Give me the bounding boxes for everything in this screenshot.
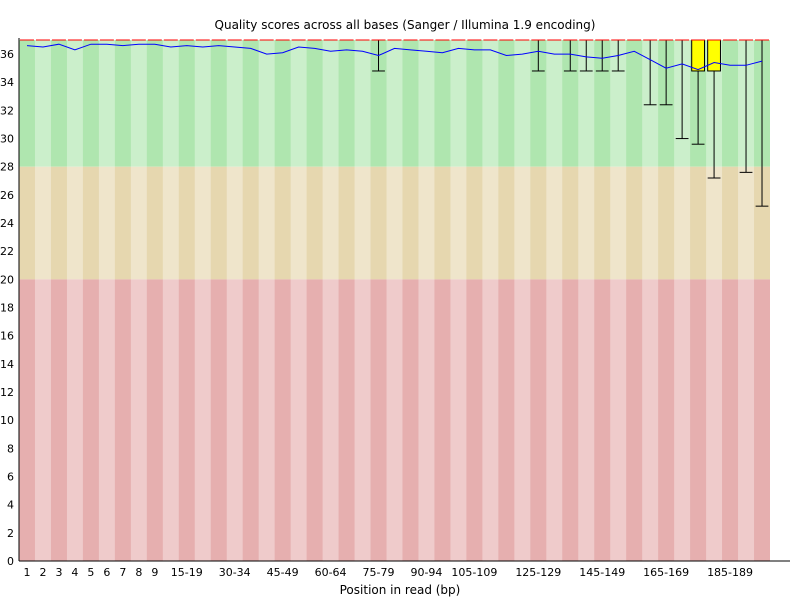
x-tick-label: 60-64 <box>315 566 347 579</box>
x-tick-label: 7 <box>119 566 126 579</box>
column-stripe <box>66 40 83 561</box>
iqr-box <box>691 39 705 72</box>
iqr-box <box>707 39 721 72</box>
y-tick-label: 10 <box>0 414 14 427</box>
y-tick-label: 0 <box>7 555 14 568</box>
column-stripe <box>674 40 691 561</box>
column-stripes <box>34 40 755 561</box>
y-tick-label: 18 <box>0 302 14 315</box>
x-tick-label: 1 <box>23 566 30 579</box>
column-stripe <box>290 40 307 561</box>
column-stripe <box>258 40 275 561</box>
column-stripe <box>34 40 51 561</box>
x-tick-label: 5 <box>87 566 94 579</box>
x-tick-label: 45-49 <box>267 566 299 579</box>
column-stripe <box>738 40 755 561</box>
y-tick-label: 34 <box>0 76 14 89</box>
column-stripe <box>354 40 371 561</box>
x-tick-label: 9 <box>151 566 158 579</box>
chart-title: Quality scores across all bases (Sanger … <box>215 18 596 32</box>
mean-line <box>26 43 763 71</box>
x-tick-label: 30-34 <box>219 566 251 579</box>
column-stripe <box>130 40 147 561</box>
y-tick-label: 2 <box>7 527 14 540</box>
quality-band-2 <box>19 279 770 561</box>
x-tick-label: 4 <box>71 566 78 579</box>
y-tick-label: 26 <box>0 189 14 202</box>
x-tick-label: 145-149 <box>579 566 625 579</box>
quality-bands <box>19 40 770 561</box>
column-stripe <box>322 40 339 561</box>
column-stripe <box>514 40 531 561</box>
column-stripe <box>226 40 243 561</box>
y-tick-label: 30 <box>0 133 14 146</box>
x-tick-label: 6 <box>103 566 110 579</box>
y-tick-label: 24 <box>0 217 14 230</box>
x-tick-label: 15-19 <box>171 566 203 579</box>
x-tick-label: 105-109 <box>451 566 497 579</box>
y-tick-label: 32 <box>0 104 14 117</box>
x-tick-label: 165-169 <box>643 566 689 579</box>
y-tick-label: 16 <box>0 330 14 343</box>
column-stripe <box>450 40 467 561</box>
column-stripe <box>546 40 563 561</box>
x-tick-label: 3 <box>55 566 62 579</box>
column-stripe <box>706 40 723 561</box>
y-tick-label: 12 <box>0 386 14 399</box>
column-stripe <box>578 40 595 561</box>
x-tick-label: 185-189 <box>707 566 753 579</box>
x-tick-label: 75-79 <box>363 566 395 579</box>
column-stripe <box>418 40 435 561</box>
y-tick-label: 4 <box>7 499 14 512</box>
x-tick-label: 8 <box>135 566 142 579</box>
y-tick-label: 6 <box>7 471 14 484</box>
column-stripe <box>482 40 499 561</box>
quality-band-1 <box>19 166 770 280</box>
x-tick-label: 90-94 <box>410 566 442 579</box>
y-tick-label: 36 <box>0 48 14 61</box>
y-tick-label: 28 <box>0 161 14 174</box>
column-stripe <box>642 40 659 561</box>
x-tick-label: 125-129 <box>515 566 561 579</box>
column-stripe <box>610 40 627 561</box>
x-tick-labels: 1 2 3 4 5 6 7 8 9 15-19 30-34 45-49 60-64 75-79 90-94 1… <box>23 566 753 579</box>
x-axis-label: Position in read (bp) <box>340 583 461 597</box>
quality-band-0 <box>19 40 770 167</box>
column-stripe <box>98 40 115 561</box>
column-stripe <box>386 40 403 561</box>
column-stripe <box>194 40 211 561</box>
y-tick-label: 20 <box>0 273 14 286</box>
y-tick-label: 14 <box>0 358 14 371</box>
y-tick-label: 22 <box>0 245 14 258</box>
y-tick-label: 8 <box>7 442 14 455</box>
column-stripe <box>162 40 179 561</box>
x-tick-label: 2 <box>39 566 46 579</box>
